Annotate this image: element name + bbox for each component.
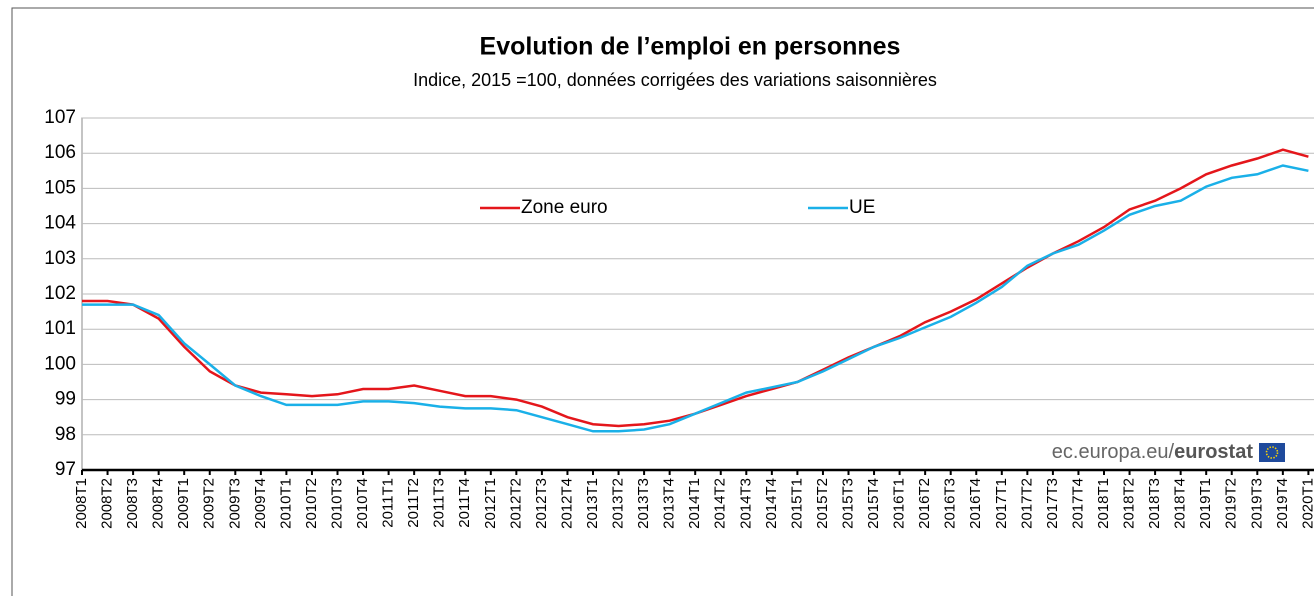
x-tick-label: 2013T2 <box>610 478 627 529</box>
y-tick-label: 97 <box>55 459 76 480</box>
series-line <box>82 164 1309 433</box>
x-tick-label: 2010T4 <box>354 478 371 529</box>
x-tick-label: 2010T2 <box>303 478 320 529</box>
x-tick-label: 2010T1 <box>277 478 294 529</box>
x-tick-label: 2019T3 <box>1248 478 1265 529</box>
y-tick-label: 105 <box>44 177 76 198</box>
x-tick-label: 2013T1 <box>584 478 601 529</box>
x-tick-label: 2016T2 <box>916 478 933 529</box>
source-domain: ec.europa.eu/ <box>1052 441 1175 463</box>
legend-label: UE <box>849 197 875 218</box>
x-tick-label: 2014T2 <box>712 478 729 529</box>
x-tick-label: 2011T3 <box>431 478 448 528</box>
x-tick-label: 2011T4 <box>456 478 473 528</box>
x-tick-label: 2019T4 <box>1274 478 1291 529</box>
x-tick-label: 2017T3 <box>1044 478 1061 529</box>
x-tick-label: 2015T1 <box>788 478 805 529</box>
y-tick-label: 106 <box>44 142 76 163</box>
chart-frame <box>11 7 1314 596</box>
x-tick-label: 2014T1 <box>686 478 703 529</box>
eu-flag <box>1259 443 1285 462</box>
y-tick-label: 99 <box>55 389 76 410</box>
y-tick-label: 101 <box>44 318 76 339</box>
source: ec.europa.eu/eurostat <box>1052 441 1254 463</box>
x-tick-label: 2013T4 <box>661 478 678 529</box>
x-tick-label: 2010T3 <box>328 478 345 529</box>
x-tick-label: 2008T2 <box>99 478 116 529</box>
y-tick-label: 98 <box>55 424 76 445</box>
x-tick-label: 2012T4 <box>558 478 575 529</box>
x-tick-label: 2012T3 <box>533 478 550 529</box>
x-tick-label: 2018T2 <box>1121 478 1138 529</box>
x-tick-label: 2011T1 <box>380 478 397 528</box>
source-brand: eurostat <box>1174 441 1253 463</box>
y-tick-label: 104 <box>44 213 76 234</box>
y-tick-label: 100 <box>44 353 76 374</box>
x-tick-label: 2009T3 <box>226 478 243 529</box>
legend-label: Zone euro <box>521 197 608 218</box>
x-tick-label: 2018T3 <box>1146 478 1163 529</box>
chart-title: Evolution de l’emploi en personnes <box>480 33 901 61</box>
x-tick-label: 2014T4 <box>763 478 780 529</box>
x-tick-label: 2009T2 <box>201 478 218 529</box>
x-tick-label: 2013T3 <box>635 478 652 529</box>
x-tick-label: 2015T3 <box>839 478 856 529</box>
x-tick-label: 2016T3 <box>942 478 959 529</box>
x-tick-label: 2009T4 <box>252 478 269 529</box>
x-tick-label: 2017T4 <box>1069 478 1086 529</box>
y-tick-label: 103 <box>44 248 76 269</box>
x-tick-label: 2020T1 <box>1299 478 1314 529</box>
x-tick-label: 2012T2 <box>507 478 524 529</box>
x-tick-label: 2018T1 <box>1095 478 1112 529</box>
x-tick-label: 2011T2 <box>405 478 422 528</box>
x-tick-label: 2017T2 <box>1018 478 1035 529</box>
x-tick-label: 2016T4 <box>967 478 984 529</box>
x-tick-label: 2017T1 <box>993 478 1010 529</box>
x-tick-label: 2018T4 <box>1172 478 1189 529</box>
x-tick-label: 2019T2 <box>1223 478 1240 529</box>
x-tick-label: 2016T1 <box>891 478 908 529</box>
y-tick-label: 102 <box>44 283 76 304</box>
x-tick-label: 2008T4 <box>150 478 167 529</box>
x-tick-label: 2008T3 <box>124 478 141 529</box>
x-tick-label: 2012T1 <box>482 478 499 529</box>
x-tick-label: 2015T4 <box>865 478 882 529</box>
x-tick-label: 2014T3 <box>737 478 754 529</box>
x-tick-label: 2008T1 <box>73 478 90 529</box>
y-tick-label: 107 <box>44 107 76 128</box>
chart-subtitle: Indice, 2015 =100, données corrigées des… <box>413 70 937 90</box>
x-tick-label: 2019T1 <box>1197 478 1214 529</box>
x-tick-label: 2009T1 <box>175 478 192 529</box>
x-tick-label: 2015T2 <box>814 478 831 529</box>
